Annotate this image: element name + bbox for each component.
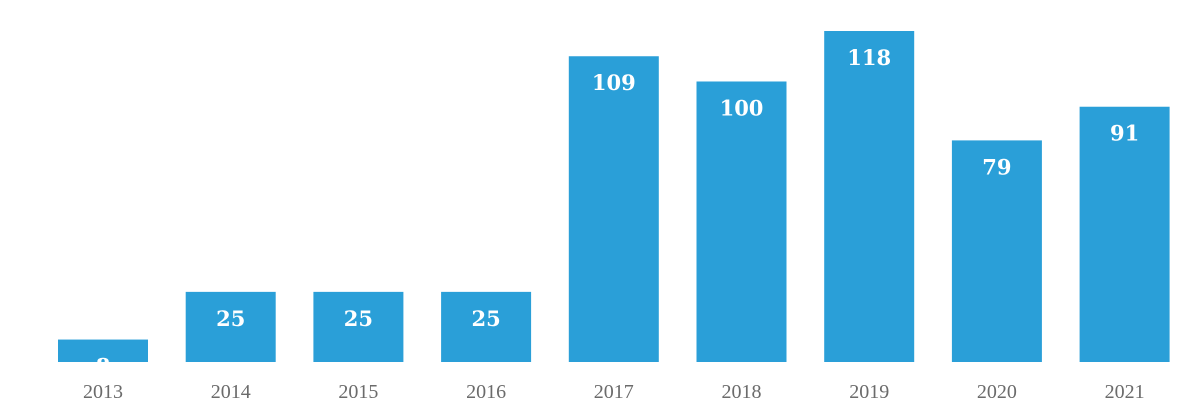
bar <box>185 291 276 362</box>
value-label: 79 <box>982 154 1011 179</box>
x-tick-label: 2014 <box>211 381 251 403</box>
x-tick-label: 2019 <box>849 381 889 403</box>
bar <box>313 291 404 362</box>
bar <box>696 81 787 363</box>
x-tick-label: 2020 <box>977 381 1017 403</box>
x-tick-label: 2013 <box>83 381 123 403</box>
value-label: 118 <box>847 45 891 70</box>
x-tick-label: 2016 <box>466 381 506 403</box>
value-label: 100 <box>720 95 764 120</box>
x-tick-label: 2021 <box>1105 381 1145 403</box>
bar <box>441 291 532 362</box>
value-label: 25 <box>471 306 500 331</box>
x-tick-label: 2017 <box>594 381 634 403</box>
bar <box>1079 106 1170 362</box>
bar <box>568 56 659 363</box>
bar <box>824 31 915 362</box>
bar <box>58 339 148 362</box>
x-tick-label: 2018 <box>722 381 762 403</box>
value-label: 109 <box>592 70 636 95</box>
value-label: 25 <box>216 306 245 331</box>
value-label: 25 <box>344 306 373 331</box>
x-tick-label: 2015 <box>338 381 378 403</box>
value-label: 8 <box>96 354 111 379</box>
bar <box>951 140 1042 362</box>
value-label: 91 <box>1110 121 1139 146</box>
